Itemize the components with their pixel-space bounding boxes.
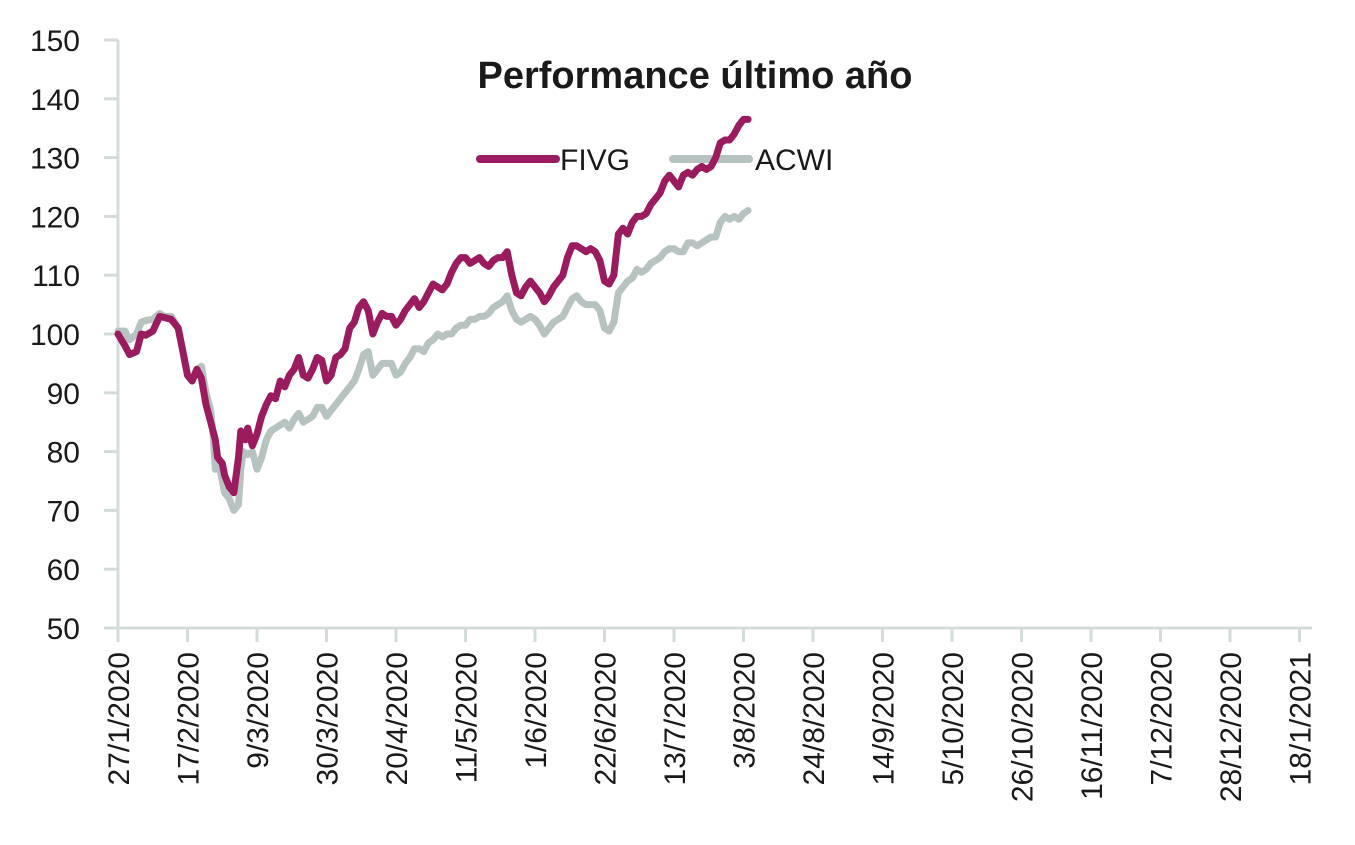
y-tick-label: 150 bbox=[30, 25, 80, 58]
y-tick-label: 80 bbox=[47, 437, 80, 470]
x-tick-label: 5/10/2020 bbox=[937, 652, 970, 785]
x-tick-label: 24/8/2020 bbox=[798, 652, 831, 785]
chart-legend: FIVG ACWI bbox=[476, 144, 833, 177]
x-tick-label: 16/11/2020 bbox=[1076, 652, 1109, 800]
x-tick-label: 17/2/2020 bbox=[173, 652, 206, 785]
x-tick-label: 20/4/2020 bbox=[381, 652, 414, 785]
y-tick-label: 90 bbox=[47, 378, 80, 411]
y-tick-label: 70 bbox=[47, 495, 80, 528]
y-tick-label: 130 bbox=[30, 143, 80, 176]
y-tick-label: 140 bbox=[30, 84, 80, 117]
y-tick-label: 110 bbox=[32, 260, 80, 293]
legend-label-fivg: FIVG bbox=[560, 144, 630, 177]
x-tick-label: 26/10/2020 bbox=[1007, 652, 1040, 802]
x-tick-label: 18/1/2021 bbox=[1285, 652, 1318, 785]
y-tick-label: 50 bbox=[47, 613, 80, 646]
x-tick-label: 28/12/2020 bbox=[1215, 652, 1248, 802]
chart-axes: 50 60 70 80 90 100 110 120 130 140 150 27/1/2020 17/… bbox=[30, 25, 1318, 802]
x-tick-label: 7/12/2020 bbox=[1146, 652, 1179, 785]
legend-label-acwi: ACWI bbox=[755, 144, 833, 177]
y-tick-label: 60 bbox=[47, 554, 80, 587]
x-tick-label: 27/1/2020 bbox=[103, 652, 136, 785]
x-tick-label: 30/3/2020 bbox=[312, 652, 345, 785]
chart-series bbox=[114, 115, 752, 514]
x-tick-label: 11/5/2020 bbox=[451, 652, 484, 783]
x-tick-label: 1/6/2020 bbox=[520, 652, 553, 769]
y-tick-label: 120 bbox=[30, 201, 80, 234]
series-line-acwi bbox=[114, 207, 752, 514]
x-tick-label: 3/8/2020 bbox=[729, 652, 762, 769]
chart-title: Performance último año bbox=[478, 55, 913, 97]
x-tick-label: 14/9/2020 bbox=[868, 652, 901, 785]
series-line-fivg bbox=[114, 115, 752, 497]
y-tick-label: 100 bbox=[30, 319, 80, 352]
x-tick-label: 13/7/2020 bbox=[659, 652, 692, 785]
x-tick-label: 22/6/2020 bbox=[590, 652, 623, 785]
x-tick-label: 9/3/2020 bbox=[242, 652, 275, 769]
